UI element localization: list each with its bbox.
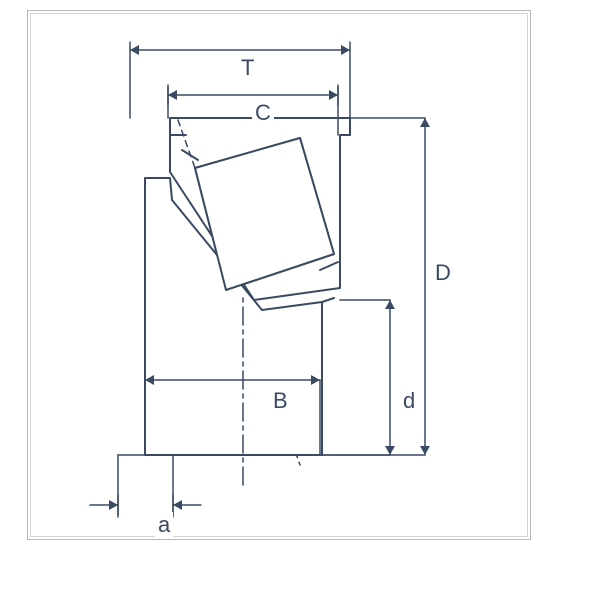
label-d: d — [400, 388, 418, 414]
label-C: C — [252, 100, 274, 126]
label-T: T — [238, 55, 257, 81]
bearing-diagram — [0, 0, 600, 600]
label-D: D — [432, 260, 454, 286]
label-a: a — [155, 512, 173, 538]
label-B: B — [270, 388, 291, 414]
